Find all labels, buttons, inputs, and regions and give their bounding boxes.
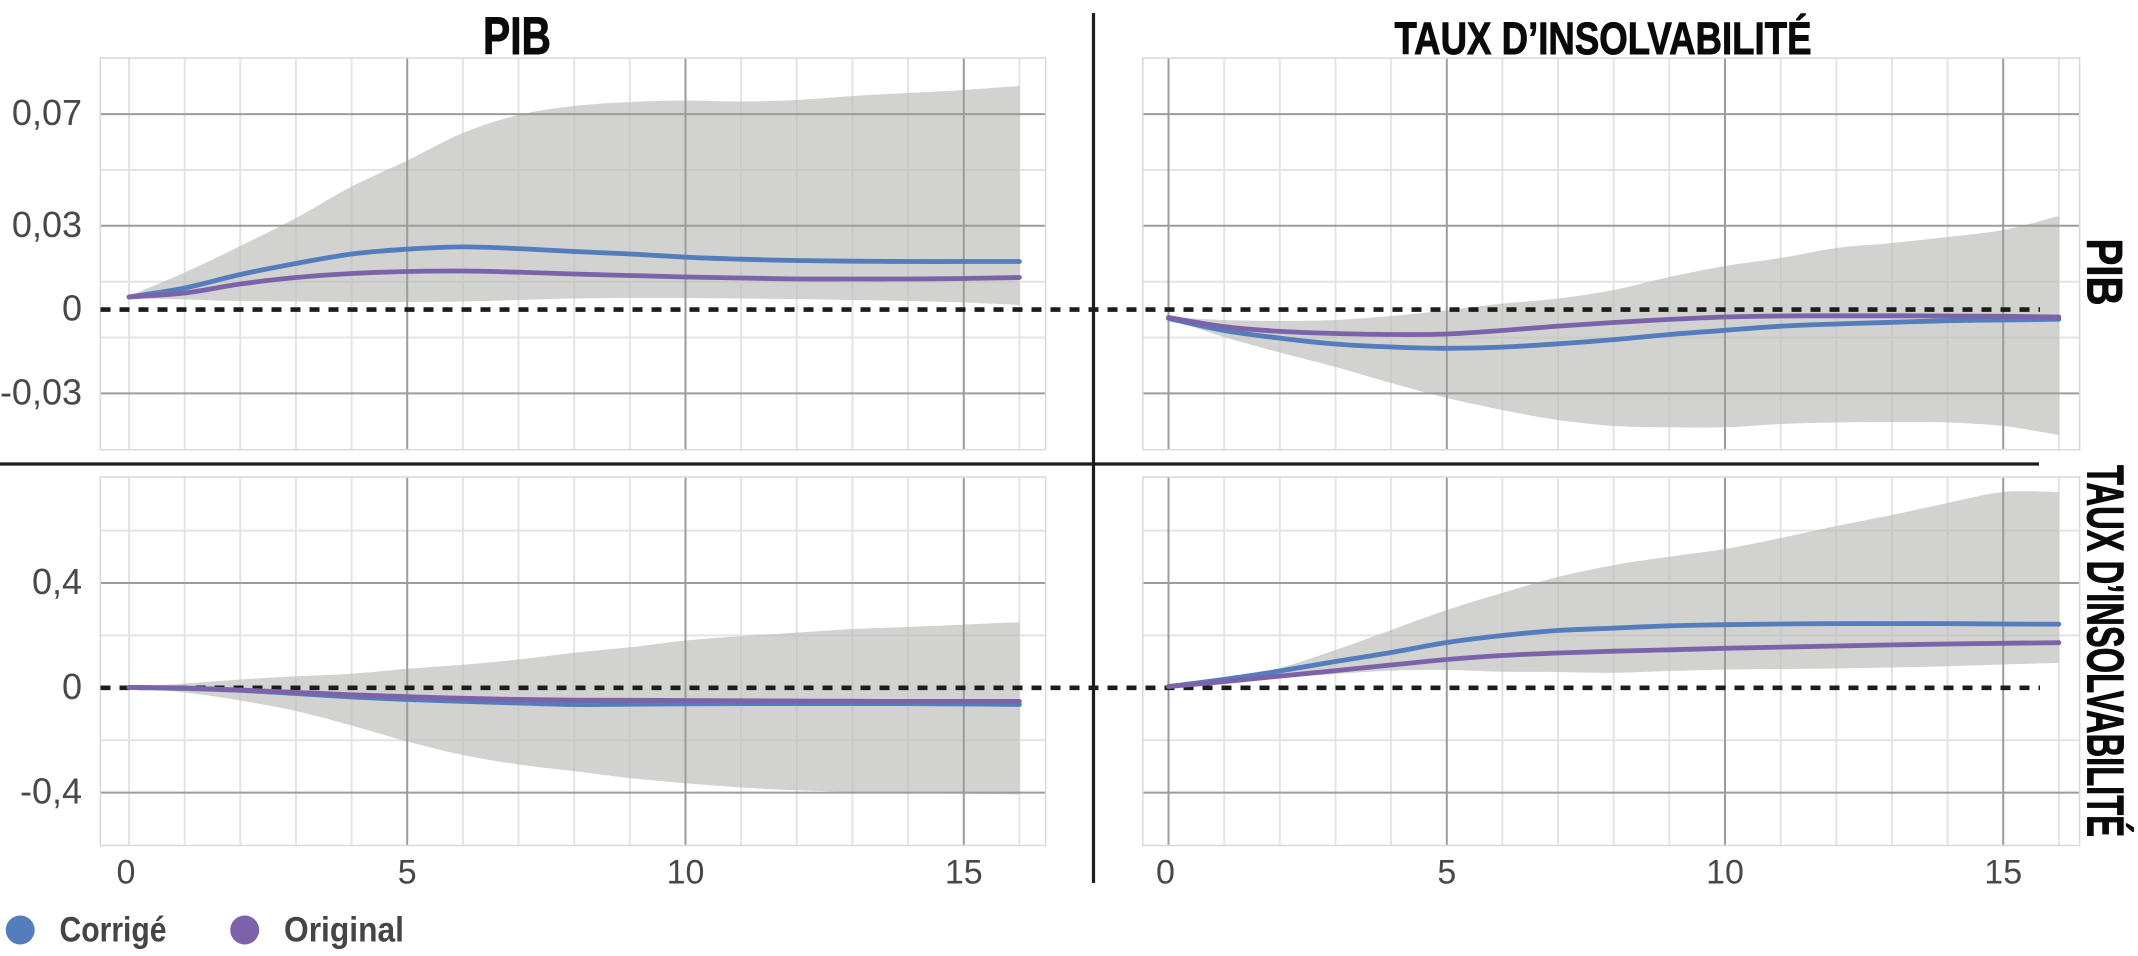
svg-text:10: 10 (1706, 854, 1744, 892)
svg-text:0,4: 0,4 (32, 561, 82, 602)
svg-text:PIB: PIB (2077, 239, 2133, 306)
svg-text:TAUX D’INSOLVABILITÉ: TAUX D’INSOLVABILITÉ (2076, 465, 2134, 837)
svg-text:10: 10 (667, 854, 705, 892)
svg-text:15: 15 (1984, 854, 2022, 892)
svg-text:-0,03: -0,03 (0, 371, 82, 412)
svg-text:0: 0 (117, 854, 136, 892)
svg-text:Original: Original (284, 911, 404, 950)
svg-text:0: 0 (62, 666, 82, 707)
svg-text:Corrigé: Corrigé (60, 911, 167, 950)
svg-text:0: 0 (62, 288, 82, 329)
svg-text:5: 5 (398, 854, 417, 892)
svg-text:15: 15 (945, 854, 983, 892)
svg-text:-0,4: -0,4 (20, 771, 82, 812)
svg-text:PIB: PIB (483, 7, 551, 66)
svg-text:5: 5 (1437, 854, 1456, 892)
svg-text:0,03: 0,03 (12, 204, 82, 245)
svg-text:0: 0 (1156, 854, 1175, 892)
svg-text:0,07: 0,07 (12, 92, 82, 133)
svg-text:TAUX D’INSOLVABILITÉ: TAUX D’INSOLVABILITÉ (1395, 13, 1812, 64)
